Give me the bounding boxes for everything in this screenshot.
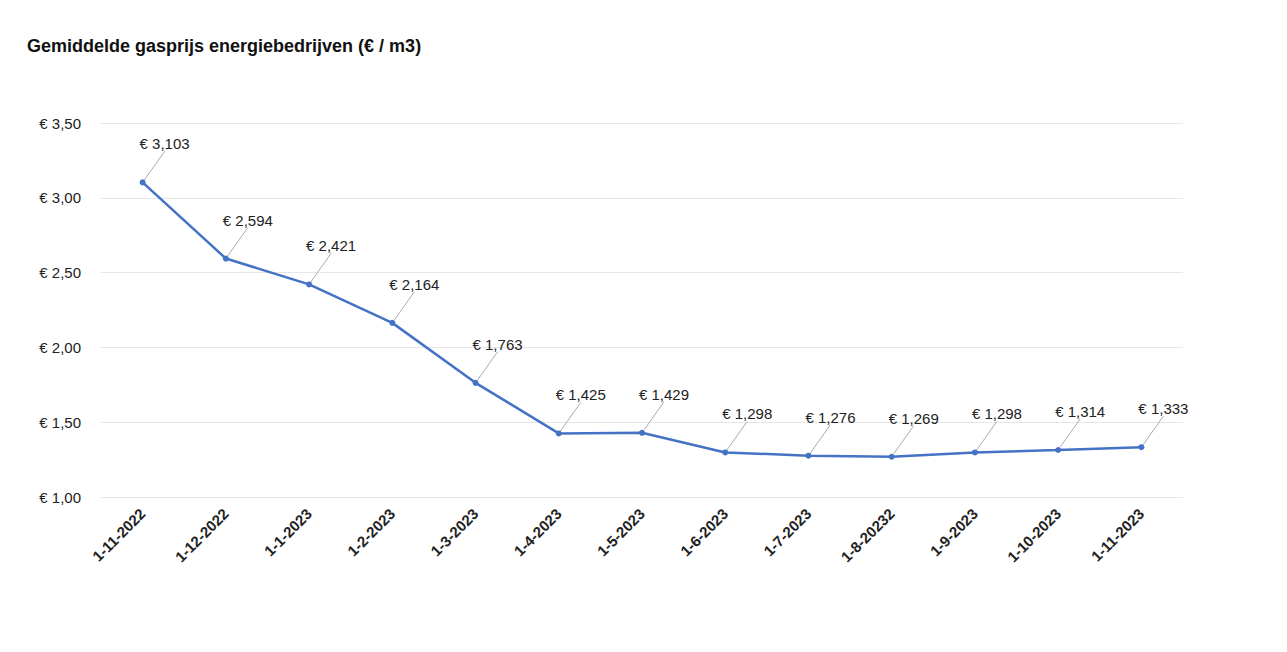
svg-text:€ 1,429: € 1,429	[639, 386, 689, 403]
svg-text:1-8-20232: 1-8-20232	[837, 505, 897, 565]
svg-text:1-1-2023: 1-1-2023	[261, 505, 315, 559]
svg-text:€ 2,594: € 2,594	[223, 212, 273, 229]
svg-text:€ 1,314: € 1,314	[1055, 403, 1105, 420]
svg-text:1-11-2022: 1-11-2022	[89, 505, 149, 565]
svg-text:€ 1,333: € 1,333	[1138, 400, 1188, 417]
svg-text:€ 3,00: € 3,00	[39, 189, 81, 206]
svg-text:€ 1,276: € 1,276	[805, 409, 855, 426]
svg-text:1-4-2023: 1-4-2023	[510, 505, 564, 559]
svg-text:€ 2,00: € 2,00	[39, 339, 81, 356]
svg-text:Gemiddelde gasprijs energiebed: Gemiddelde gasprijs energiebedrijven (€ …	[27, 36, 421, 56]
svg-text:€ 1,00: € 1,00	[39, 489, 81, 506]
svg-text:€ 1,269: € 1,269	[889, 410, 939, 427]
svg-text:€ 2,50: € 2,50	[39, 264, 81, 281]
svg-text:€ 3,103: € 3,103	[140, 135, 190, 152]
svg-text:1-3-2023: 1-3-2023	[427, 505, 481, 559]
svg-text:1-5-2023: 1-5-2023	[594, 505, 648, 559]
svg-text:€ 1,50: € 1,50	[39, 414, 81, 431]
svg-text:1-2-2023: 1-2-2023	[344, 505, 398, 559]
svg-text:1-7-2023: 1-7-2023	[760, 505, 814, 559]
svg-text:1-9-2023: 1-9-2023	[926, 505, 980, 559]
svg-text:€ 2,164: € 2,164	[389, 276, 439, 293]
svg-text:€ 1,425: € 1,425	[556, 386, 606, 403]
svg-text:1-6-2023: 1-6-2023	[677, 505, 731, 559]
svg-text:€ 1,298: € 1,298	[722, 405, 772, 422]
svg-text:€ 2,421: € 2,421	[306, 237, 356, 254]
svg-text:1-12-2022: 1-12-2022	[172, 505, 232, 565]
svg-text:€ 3,50: € 3,50	[39, 115, 81, 132]
svg-text:1-11-2023: 1-11-2023	[1088, 505, 1148, 565]
svg-text:€ 1,298: € 1,298	[972, 405, 1022, 422]
svg-text:1-10-2023: 1-10-2023	[1004, 505, 1064, 565]
svg-text:€ 1,763: € 1,763	[473, 336, 523, 353]
